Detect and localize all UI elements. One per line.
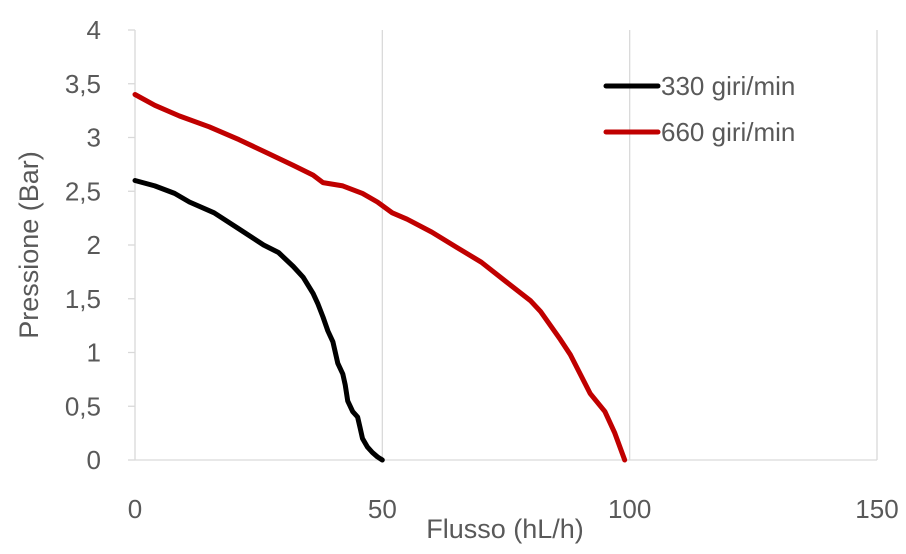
series-lines: [132, 92, 628, 463]
y-tick-label: 2,5: [65, 176, 101, 206]
series-line-1: [132, 178, 385, 463]
tick-labels: 0 50 100 150 0 0,5 1 1,5 2 2,5 3 3,5 4: [65, 15, 899, 524]
y-tick-label: 0,5: [65, 391, 101, 421]
series-line-2: [132, 92, 628, 463]
y-tick-label: 1,5: [65, 284, 101, 314]
x-tick-label: 150: [855, 494, 898, 524]
y-tick-label: 3: [87, 123, 101, 153]
y-tick-label: 3,5: [65, 69, 101, 99]
x-tick-label: 50: [368, 494, 397, 524]
y-axis-title: Pressione (Bar): [14, 151, 44, 339]
x-tick-label: 0: [128, 494, 142, 524]
axes: [128, 29, 877, 461]
legend-label-2: 660 giri/min: [661, 117, 795, 147]
y-tick-label: 0: [87, 445, 101, 475]
x-axis-title: Flusso (hL/h): [426, 514, 584, 544]
y-tick-label: 4: [87, 15, 101, 45]
legend: 330 giri/min 660 giri/min: [603, 71, 795, 147]
y-tick-label: 1: [87, 338, 101, 368]
x-tick-label: 100: [608, 494, 651, 524]
gridlines: [381, 30, 878, 460]
y-tick-label: 2: [87, 230, 101, 260]
legend-label-1: 330 giri/min: [661, 71, 795, 101]
